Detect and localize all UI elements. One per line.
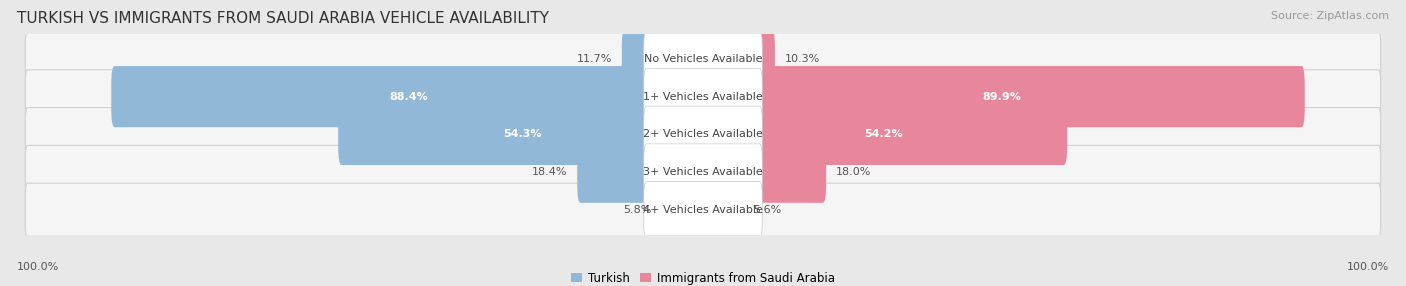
Legend: Turkish, Immigrants from Saudi Arabia: Turkish, Immigrants from Saudi Arabia (571, 272, 835, 285)
FancyBboxPatch shape (111, 66, 706, 127)
Text: 5.6%: 5.6% (754, 205, 782, 215)
FancyBboxPatch shape (644, 68, 762, 125)
FancyBboxPatch shape (25, 108, 1381, 161)
FancyBboxPatch shape (700, 28, 775, 90)
Text: 89.9%: 89.9% (983, 92, 1022, 102)
Text: 18.0%: 18.0% (837, 167, 872, 177)
Text: 10.3%: 10.3% (785, 54, 820, 64)
FancyBboxPatch shape (25, 183, 1381, 237)
FancyBboxPatch shape (700, 142, 827, 203)
FancyBboxPatch shape (644, 106, 762, 163)
FancyBboxPatch shape (700, 66, 1305, 127)
FancyBboxPatch shape (25, 70, 1381, 124)
Text: 54.3%: 54.3% (503, 130, 541, 139)
Text: 18.4%: 18.4% (531, 167, 567, 177)
Text: Source: ZipAtlas.com: Source: ZipAtlas.com (1271, 11, 1389, 21)
Text: 100.0%: 100.0% (1347, 262, 1389, 272)
Text: 54.2%: 54.2% (865, 130, 903, 139)
Text: 11.7%: 11.7% (576, 54, 612, 64)
FancyBboxPatch shape (644, 144, 762, 200)
FancyBboxPatch shape (339, 104, 706, 165)
Text: 5.8%: 5.8% (623, 205, 651, 215)
FancyBboxPatch shape (25, 145, 1381, 199)
Text: 3+ Vehicles Available: 3+ Vehicles Available (643, 167, 763, 177)
Text: TURKISH VS IMMIGRANTS FROM SAUDI ARABIA VEHICLE AVAILABILITY: TURKISH VS IMMIGRANTS FROM SAUDI ARABIA … (17, 11, 548, 26)
Text: 100.0%: 100.0% (17, 262, 59, 272)
FancyBboxPatch shape (621, 28, 706, 90)
FancyBboxPatch shape (25, 32, 1381, 86)
Text: 2+ Vehicles Available: 2+ Vehicles Available (643, 130, 763, 139)
FancyBboxPatch shape (644, 31, 762, 87)
Text: 4+ Vehicles Available: 4+ Vehicles Available (643, 205, 763, 215)
FancyBboxPatch shape (700, 104, 1067, 165)
FancyBboxPatch shape (700, 179, 744, 241)
Text: No Vehicles Available: No Vehicles Available (644, 54, 762, 64)
FancyBboxPatch shape (661, 179, 706, 241)
Text: 88.4%: 88.4% (389, 92, 429, 102)
FancyBboxPatch shape (644, 182, 762, 238)
FancyBboxPatch shape (578, 142, 706, 203)
Text: 1+ Vehicles Available: 1+ Vehicles Available (643, 92, 763, 102)
